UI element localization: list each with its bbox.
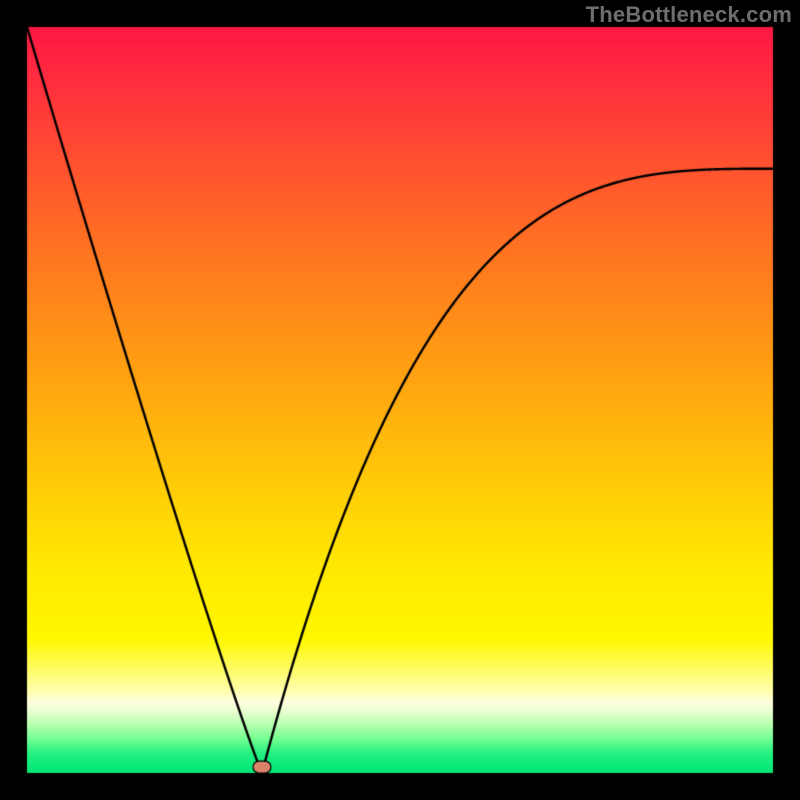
bottleneck-curve-chart <box>0 0 800 800</box>
chart-stage: TheBottleneck.com <box>0 0 800 800</box>
watermark-label: TheBottleneck.com <box>586 2 792 28</box>
